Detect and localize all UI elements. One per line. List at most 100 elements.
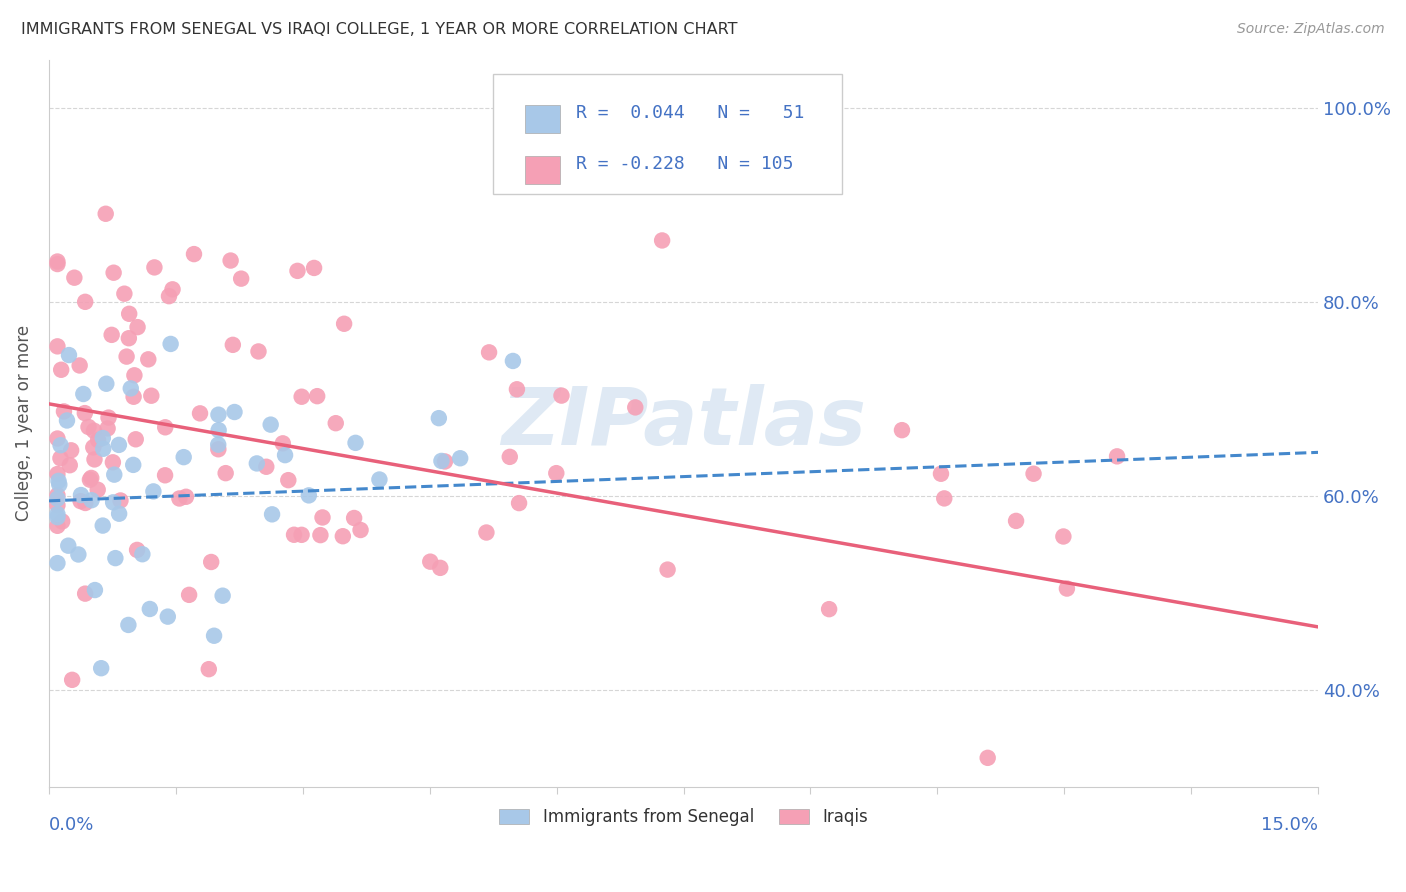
Point xyxy=(260,417,283,432)
Point xyxy=(75,496,97,510)
Point xyxy=(46,339,69,353)
Point xyxy=(97,421,120,435)
Point xyxy=(333,317,356,331)
Point xyxy=(108,507,131,521)
Point xyxy=(157,289,180,303)
Point xyxy=(96,376,118,391)
Point xyxy=(136,352,159,367)
Point xyxy=(188,406,211,420)
Text: Source: ZipAtlas.com: Source: ZipAtlas.com xyxy=(1237,22,1385,37)
Point xyxy=(283,528,305,542)
Point xyxy=(1056,582,1078,596)
Point xyxy=(651,234,673,248)
Point xyxy=(70,488,93,502)
Point xyxy=(224,405,246,419)
Point xyxy=(478,345,501,359)
Text: ZIPatlas: ZIPatlas xyxy=(501,384,866,462)
Point xyxy=(368,473,391,487)
Point xyxy=(254,459,277,474)
Point xyxy=(127,320,149,334)
Point xyxy=(298,488,321,502)
Point xyxy=(83,424,105,438)
Point xyxy=(118,307,141,321)
Point xyxy=(104,551,127,566)
Point xyxy=(84,582,107,597)
Point xyxy=(91,431,114,445)
Point xyxy=(122,390,145,404)
Point xyxy=(79,473,101,487)
Point xyxy=(1052,529,1074,543)
Point xyxy=(929,467,952,481)
Text: 0.0%: 0.0% xyxy=(49,816,94,834)
Point xyxy=(934,491,956,506)
Point xyxy=(100,327,122,342)
Point xyxy=(508,496,530,510)
Point xyxy=(183,247,205,261)
Point xyxy=(49,438,72,452)
Point xyxy=(202,629,225,643)
Point xyxy=(142,484,165,499)
Point xyxy=(46,491,69,506)
Point xyxy=(75,294,97,309)
Point xyxy=(58,348,80,362)
Point xyxy=(46,254,69,268)
Point xyxy=(207,408,229,422)
Point xyxy=(46,510,69,524)
Point xyxy=(499,450,522,464)
Point xyxy=(103,266,125,280)
Text: IMMIGRANTS FROM SENEGAL VS IRAQI COLLEGE, 1 YEAR OR MORE CORRELATION CHART: IMMIGRANTS FROM SENEGAL VS IRAQI COLLEGE… xyxy=(21,22,738,37)
Point xyxy=(433,454,456,468)
Legend: Immigrants from Senegal, Iraqis: Immigrants from Senegal, Iraqis xyxy=(492,802,875,833)
Point xyxy=(976,751,998,765)
Point xyxy=(51,515,73,529)
Point xyxy=(344,435,367,450)
Text: 15.0%: 15.0% xyxy=(1261,816,1319,834)
Point xyxy=(112,286,135,301)
Point xyxy=(343,511,366,525)
Point xyxy=(141,389,163,403)
Point xyxy=(125,432,148,446)
Point xyxy=(69,494,91,508)
Point xyxy=(427,411,450,425)
Point xyxy=(63,270,86,285)
Point xyxy=(115,350,138,364)
Point xyxy=(67,548,90,562)
Point xyxy=(101,495,124,509)
Point xyxy=(120,381,142,395)
Point xyxy=(77,420,100,434)
Point xyxy=(156,609,179,624)
Point xyxy=(69,359,91,373)
Point xyxy=(46,556,69,570)
Point xyxy=(56,413,79,427)
Point xyxy=(91,518,114,533)
Point xyxy=(162,282,184,296)
Y-axis label: College, 1 year or more: College, 1 year or more xyxy=(15,326,32,521)
Point xyxy=(506,382,529,396)
Point xyxy=(208,423,231,437)
Point xyxy=(207,438,229,452)
Point xyxy=(262,508,284,522)
Point xyxy=(108,438,131,452)
Point xyxy=(46,467,69,481)
Point xyxy=(117,618,139,632)
Point xyxy=(287,264,309,278)
Point xyxy=(818,602,841,616)
Point xyxy=(90,661,112,675)
Point xyxy=(72,387,94,401)
Point xyxy=(80,493,103,508)
Point xyxy=(60,443,83,458)
Point xyxy=(657,563,679,577)
Point xyxy=(325,416,347,430)
Point xyxy=(153,468,176,483)
Point xyxy=(502,354,524,368)
Point xyxy=(155,420,177,434)
Point xyxy=(91,442,114,456)
Point xyxy=(110,493,132,508)
Point xyxy=(222,338,245,352)
Text: R =  0.044   N =   51: R = 0.044 N = 51 xyxy=(575,103,804,121)
Point xyxy=(75,587,97,601)
Point xyxy=(60,673,83,687)
Point xyxy=(891,423,914,437)
Point xyxy=(46,507,69,521)
Point xyxy=(83,452,105,467)
